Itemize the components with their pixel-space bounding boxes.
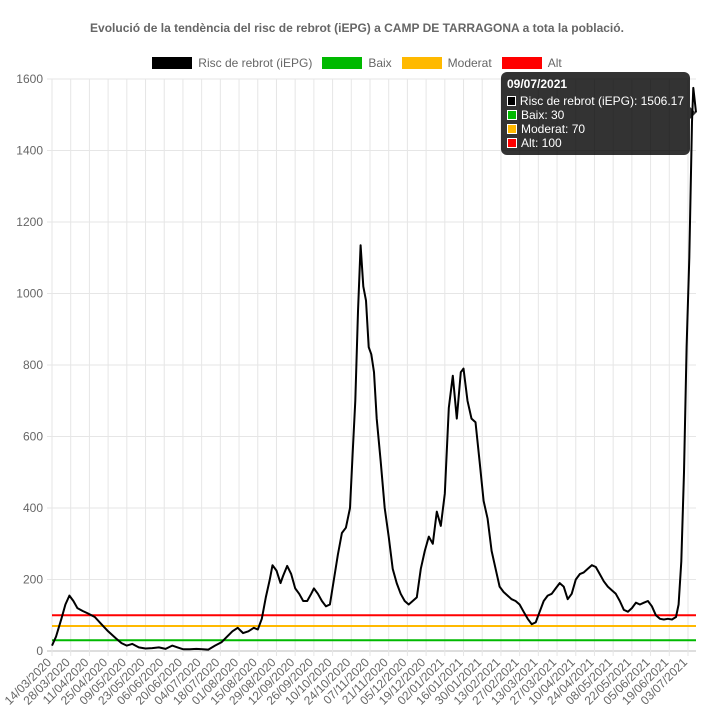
y-tick-label: 1200 <box>16 215 43 229</box>
legend-label-moderat: Moderat <box>447 56 492 70</box>
y-tick-label: 600 <box>23 430 43 444</box>
legend-swatch-risc <box>152 57 193 69</box>
tooltip-title: 09/07/2021 <box>507 77 568 91</box>
y-tick-label: 0 <box>36 644 43 658</box>
y-tick-label: 1600 <box>16 72 43 86</box>
x-axis: 14/03/202028/03/202011/04/202025/04/2020… <box>2 655 691 708</box>
y-tick-label: 400 <box>23 501 43 515</box>
legend-label-alt: Alt <box>547 56 562 70</box>
grid-layer <box>47 78 696 656</box>
tooltip-label-moderat: Moderat: 70 <box>521 122 586 136</box>
legend-label-baix: Baix <box>368 56 392 70</box>
legend-item-baix[interactable]: Baix <box>322 56 392 70</box>
series-line-risc-de-rebrot <box>51 86 697 651</box>
series-layer <box>51 86 697 651</box>
chart-title: Evolució de la tendència del risc de reb… <box>90 21 624 35</box>
legend-swatch-alt <box>501 57 542 69</box>
tooltip-row-baix: Baix: 30 <box>507 108 684 122</box>
tooltip: 09/07/2021 Risc de rebrot (iEPG): 1506.1… <box>501 72 690 155</box>
legend-label-risc: Risc de rebrot (iEPG) <box>198 56 313 70</box>
legend-item-alt[interactable]: Alt <box>501 56 562 70</box>
tooltip-row-moderat: Moderat: 70 <box>507 122 684 136</box>
tooltip-label-risc: Risc de rebrot (iEPG): 1506.17 <box>519 94 684 108</box>
tooltip-caret <box>690 107 696 119</box>
tooltip-label-baix: Baix: 30 <box>521 108 565 122</box>
y-tick-label: 1400 <box>16 144 43 158</box>
legend-item-risc[interactable]: Risc de rebrot (iEPG) <box>152 56 312 70</box>
tooltip-label-alt: Alt: 100 <box>521 136 562 150</box>
legend-swatch-baix <box>322 57 363 69</box>
legend: Risc de rebrot (iEPG) Baix Moderat Alt <box>0 55 714 71</box>
y-tick-label: 200 <box>23 573 43 587</box>
tooltip-swatch-moderat <box>507 124 517 134</box>
y-axis: 0 200 400 600 800 1000 1200 1400 1600 <box>16 72 43 658</box>
y-tick-label: 1000 <box>16 287 43 301</box>
legend-swatch-moderat <box>401 57 442 69</box>
tooltip-row-risc: Risc de rebrot (iEPG): 1506.17 <box>507 94 684 108</box>
tooltip-swatch-risc <box>507 96 516 106</box>
legend-item-moderat[interactable]: Moderat <box>401 56 492 70</box>
tooltip-swatch-baix <box>507 110 517 120</box>
tooltip-row-alt: Alt: 100 <box>507 136 684 150</box>
tooltip-swatch-alt <box>507 138 517 148</box>
y-tick-label: 800 <box>23 358 43 372</box>
